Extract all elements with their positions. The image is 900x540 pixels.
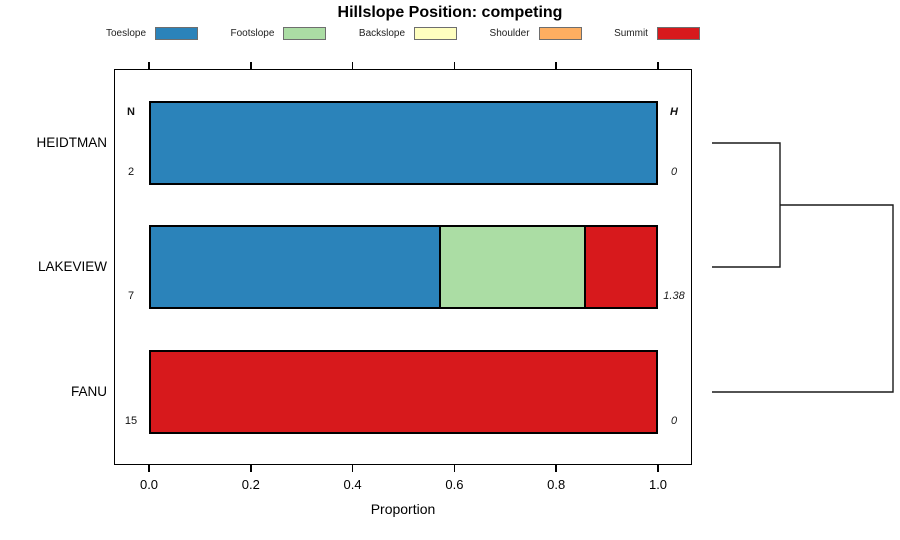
shannon-h-value-lakeview: 1.38 <box>663 290 685 302</box>
shannon-h-value-fanu: 0 <box>670 415 678 427</box>
bar-row-lakeview <box>149 225 658 309</box>
bar-segment-footslope <box>439 227 584 307</box>
x-axis-tick-label: 0.6 <box>445 477 464 492</box>
legend-swatch-shoulder <box>538 26 582 40</box>
y-axis-label-heidtman: HEIDTMAN <box>36 135 108 150</box>
x-axis-tick <box>351 62 354 69</box>
h-column-header: H <box>670 106 678 118</box>
legend-label: Backslope <box>358 27 406 39</box>
x-axis-tick-label: 0.8 <box>547 477 566 492</box>
legend-label: Summit <box>614 27 648 39</box>
legend-label: Shoulder <box>489 27 530 39</box>
y-axis-label-lakeview: LAKEVIEW <box>37 259 107 274</box>
x-axis-tick <box>555 465 557 472</box>
legend-swatch-toeslope <box>155 26 199 40</box>
x-axis-tick <box>453 465 456 472</box>
dendrogram-link <box>712 204 894 393</box>
legend-swatch-summit <box>656 26 700 40</box>
x-axis-tick <box>555 62 557 69</box>
x-axis-tick-label: 1.0 <box>648 477 668 492</box>
shannon-h-value-heidtman: 0 <box>670 166 678 178</box>
legend-item-summit: Summit <box>614 26 700 40</box>
x-axis-tick <box>351 465 354 472</box>
y-axis-label-fanu: FANU <box>70 384 107 399</box>
dendrogram-link <box>712 142 781 268</box>
x-axis-tick <box>148 62 150 69</box>
x-axis-tick <box>657 62 659 69</box>
chart-title: Hillslope Position: competing <box>337 4 563 21</box>
x-axis-tick <box>148 465 150 472</box>
x-axis-tick <box>250 62 252 69</box>
sample-count-fanu: 15 <box>124 415 138 427</box>
x-axis-tick <box>250 465 252 472</box>
bar-segment-summit <box>151 352 656 432</box>
sample-count-heidtman: 2 <box>127 166 135 178</box>
n-column-header: N <box>127 106 135 118</box>
chart-legend: Toeslope Footslope Backslope Shoulder Summit <box>106 25 700 41</box>
bar-segment-toeslope <box>151 103 656 183</box>
legend-label: Toeslope <box>106 27 147 39</box>
legend-item-shoulder: Shoulder <box>489 26 582 40</box>
bar-row-fanu <box>149 350 658 434</box>
sample-count-lakeview: 7 <box>127 290 135 302</box>
x-axis-tick <box>453 62 456 69</box>
x-axis-tick-label: 0.2 <box>241 477 260 492</box>
x-axis-tick <box>657 465 659 472</box>
legend-swatch-footslope <box>283 26 327 40</box>
legend-swatch-backslope <box>414 26 458 40</box>
x-axis-tick-label: 0.0 <box>139 477 159 492</box>
legend-item-backslope: Backslope <box>358 26 458 40</box>
bar-segment-toeslope <box>151 227 440 307</box>
bar-row-heidtman <box>149 101 658 185</box>
legend-item-toeslope: Toeslope <box>106 26 199 40</box>
bar-segment-summit <box>583 227 656 307</box>
legend-label: Footslope <box>230 27 275 39</box>
x-axis-tick-label: 0.4 <box>343 477 362 492</box>
x-axis-title: Proportion <box>370 501 436 517</box>
legend-item-footslope: Footslope <box>230 26 327 40</box>
